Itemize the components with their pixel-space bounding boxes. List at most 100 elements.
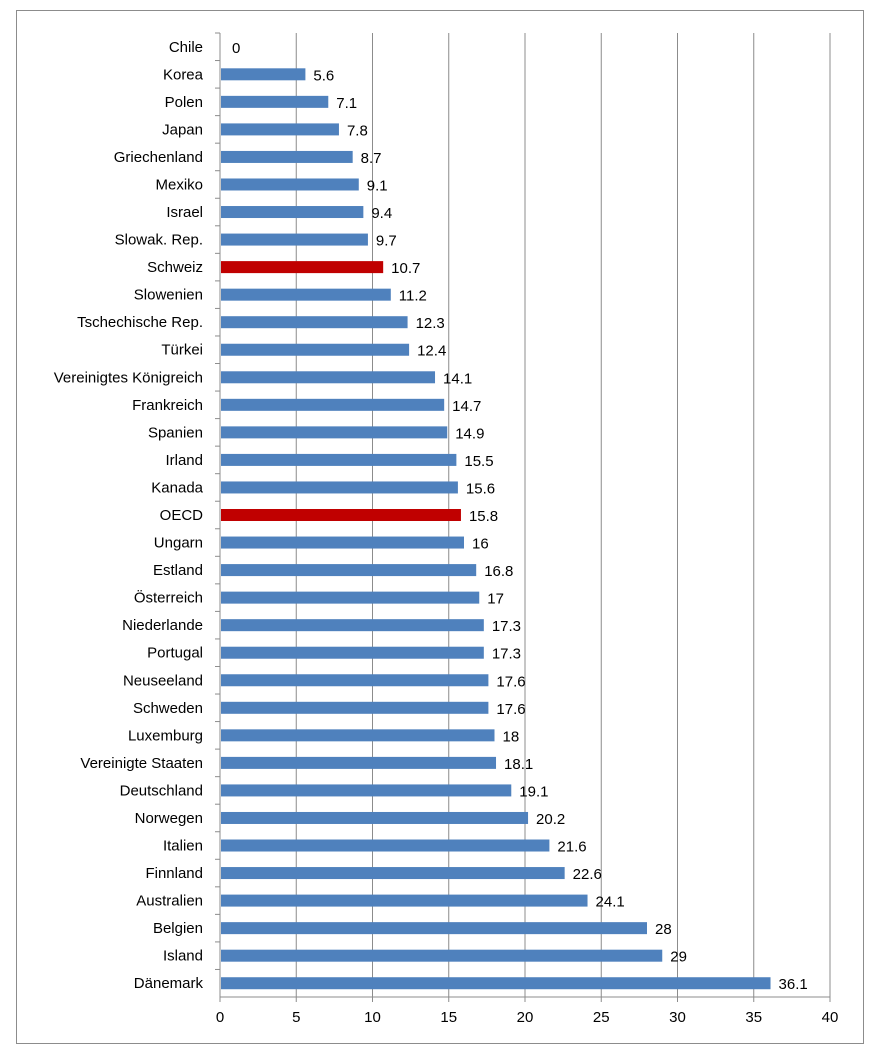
bar-chart: Chile Korea Polen Japan Griechenland Mexiko Is… [54, 32, 839, 1026]
category-label-irland: Irland [165, 452, 203, 469]
x-tick-labels: 0 5 10 15 20 25 30 35 40 [216, 1009, 839, 1026]
bar-italien [221, 839, 550, 852]
value-label-türkei: 12.4 [417, 343, 446, 360]
bar-frankreich [221, 398, 445, 411]
value-label-polen: 7.1 [336, 95, 357, 112]
bars [221, 68, 771, 990]
category-label-kanada: Kanada [151, 479, 203, 496]
x-tick-label-5: 5 [292, 1009, 300, 1026]
value-label-estland: 16.8 [484, 563, 513, 580]
bar-dänemark [221, 977, 771, 990]
category-label-slowak-rep-: Slowak. Rep. [115, 232, 203, 249]
category-label-chile: Chile [169, 39, 203, 56]
category-label-schweden: Schweden [133, 700, 203, 717]
category-labels: Chile Korea Polen Japan Griechenland Mexiko Is… [54, 39, 204, 992]
value-label-luxemburg: 18 [503, 728, 520, 745]
bar-vereinigtes-königreich [221, 371, 436, 384]
category-label-türkei: Türkei [161, 342, 203, 359]
value-label-portugal: 17.3 [492, 646, 521, 663]
category-label-mexiko: Mexiko [155, 176, 203, 193]
bar-griechenland [221, 150, 353, 163]
category-label-vereinigte-staaten: Vereinigte Staaten [80, 755, 203, 772]
category-label-norwegen: Norwegen [135, 810, 203, 827]
bar-irland [221, 453, 457, 466]
bar-korea [221, 68, 306, 81]
bar-niederlande [221, 619, 484, 632]
bar-luxemburg [221, 729, 495, 742]
category-label-estland: Estland [153, 562, 203, 579]
value-label-italien: 21.6 [557, 839, 586, 856]
value-label-australien: 24.1 [596, 894, 625, 911]
category-label-spanien: Spanien [148, 424, 203, 441]
category-label-japan: Japan [162, 121, 203, 138]
category-label-portugal: Portugal [147, 645, 203, 662]
value-label-dänemark: 36.1 [779, 976, 808, 993]
value-label-schweiz: 10.7 [391, 260, 420, 277]
bar-schweiz [221, 261, 384, 274]
value-label-oecd: 15.8 [469, 508, 498, 525]
category-label-dänemark: Dänemark [134, 975, 204, 992]
bar-schweden [221, 701, 489, 714]
category-label-korea: Korea [163, 66, 204, 83]
chart-frame: Chile Korea Polen Japan Griechenland Mexiko Is… [16, 10, 864, 1044]
category-label-niederlande: Niederlande [122, 617, 203, 634]
value-labels: 0 5.67.1 7.8 8.7 9.1 9.4 9.7 10.7 11.2 12.3 12.4 14… [232, 40, 808, 993]
value-label-kanada: 15.6 [466, 480, 495, 497]
category-label-frankreich: Frankreich [132, 397, 203, 414]
bar-spanien [221, 426, 448, 439]
value-label-israel: 9.4 [371, 205, 392, 222]
bar-deutschland [221, 784, 512, 797]
category-label-finnland: Finnland [145, 865, 203, 882]
bar-kanada [221, 481, 458, 494]
category-label-deutschland: Deutschland [120, 782, 203, 799]
bar-polen [221, 95, 329, 108]
bar-belgien [221, 922, 647, 935]
value-label-neuseeland: 17.6 [496, 673, 525, 690]
value-label-spanien: 14.9 [455, 425, 484, 442]
category-label-slowenien: Slowenien [134, 287, 203, 304]
category-label-griechenland: Griechenland [114, 149, 203, 166]
value-label-korea: 5.6 [313, 67, 334, 84]
bar-mexiko [221, 178, 359, 191]
value-label-vereinigtes-königreich: 14.1 [443, 370, 472, 387]
bar-portugal [221, 646, 484, 659]
x-tick-label-35: 35 [745, 1009, 762, 1026]
value-label-ungarn: 16 [472, 536, 489, 553]
bar-tschechische-rep- [221, 316, 408, 329]
category-label-israel: Israel [166, 204, 203, 221]
bar-estland [221, 564, 477, 577]
value-label-japan: 7.8 [347, 122, 368, 139]
category-label-neuseeland: Neuseeland [123, 672, 203, 689]
value-label-österreich: 17 [487, 591, 504, 608]
value-label-schweden: 17.6 [496, 701, 525, 718]
x-tick-label-10: 10 [364, 1009, 381, 1026]
x-tick-label-25: 25 [593, 1009, 610, 1026]
x-tick-label-30: 30 [669, 1009, 686, 1026]
x-tick-label-40: 40 [822, 1009, 839, 1026]
category-label-italien: Italien [163, 838, 203, 855]
value-label-mexiko: 9.1 [367, 177, 388, 194]
category-label-tschechische-rep-: Tschechische Rep. [77, 314, 203, 331]
bar-türkei [221, 343, 410, 356]
bar-australien [221, 894, 588, 907]
bar-norwegen [221, 811, 529, 824]
bar-neuseeland [221, 674, 489, 687]
bar-island [221, 949, 663, 962]
value-label-finnland: 22.6 [573, 866, 602, 883]
bar-oecd [221, 509, 461, 521]
category-label-australien: Australien [136, 893, 203, 910]
value-label-tschechische-rep-: 12.3 [416, 315, 445, 332]
value-label-belgien: 28 [655, 921, 672, 938]
bar-finnland [221, 867, 565, 880]
category-label-schweiz: Schweiz [147, 259, 203, 276]
category-label-luxemburg: Luxemburg [128, 727, 203, 744]
value-label-irland: 15.5 [464, 453, 493, 470]
value-label-slowenien: 11.2 [399, 288, 427, 305]
value-label-slowak-rep-: 9.7 [376, 233, 397, 250]
category-label-oecd: OECD [160, 507, 204, 524]
category-label-belgien: Belgien [153, 920, 203, 937]
bar-österreich [221, 591, 480, 604]
bar-ungarn [221, 536, 464, 549]
category-label-polen: Polen [165, 94, 203, 111]
category-label-ungarn: Ungarn [154, 535, 203, 552]
